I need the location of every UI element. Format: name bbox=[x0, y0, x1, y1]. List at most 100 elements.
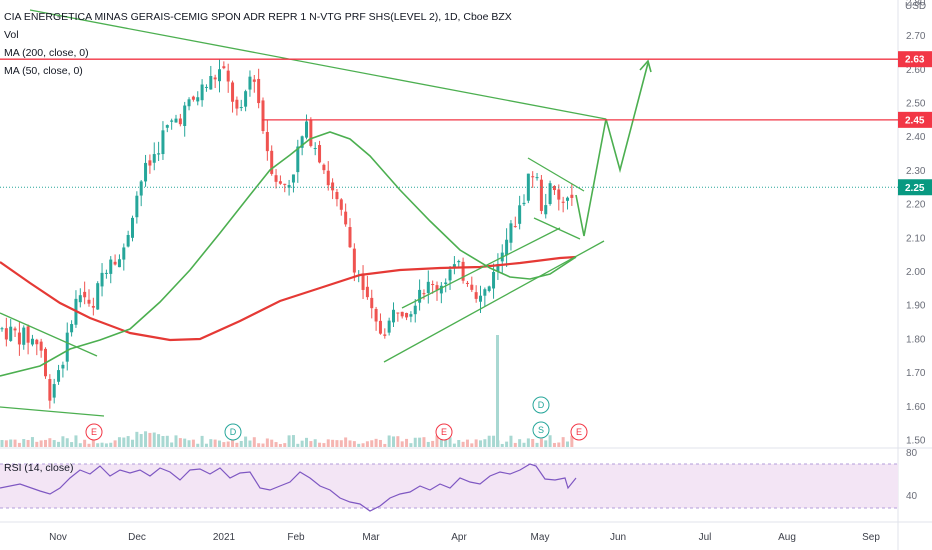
volume-bar bbox=[44, 439, 47, 447]
candle-body bbox=[235, 99, 239, 109]
volume-bar bbox=[70, 442, 74, 447]
candle-body bbox=[170, 120, 174, 122]
volume-bar bbox=[426, 441, 430, 447]
candle-body bbox=[231, 82, 235, 102]
volume-bar bbox=[218, 440, 221, 447]
volume-bar bbox=[244, 436, 248, 447]
volume-bar bbox=[452, 443, 456, 447]
candle-body bbox=[457, 261, 461, 263]
event-label: E bbox=[576, 427, 582, 437]
legend-ma200[interactable]: MA (200, close, 0) bbox=[4, 47, 89, 59]
price-tick-label: 1.50 bbox=[906, 436, 926, 447]
legend-vol[interactable]: Vol bbox=[4, 29, 19, 41]
volume-bar bbox=[17, 442, 21, 447]
volume-bar bbox=[170, 442, 174, 447]
volume-bar bbox=[109, 442, 113, 447]
volume-bar bbox=[226, 441, 230, 447]
price-axis: 2.80 2.70 2.60 2.50 2.40 2.30 2.20 2.10 2.00 1.90… bbox=[898, 0, 932, 447]
volume-bar bbox=[326, 439, 330, 447]
volume-bar bbox=[131, 439, 134, 447]
candle-body bbox=[122, 247, 126, 260]
time-tick-label: Jun bbox=[610, 532, 626, 543]
candle-body bbox=[135, 195, 139, 218]
volume-bar bbox=[204, 443, 208, 447]
volume-bar bbox=[483, 439, 487, 447]
price-tag-label: 2.25 bbox=[905, 183, 925, 194]
candle-body bbox=[0, 328, 4, 330]
price-tick-label: 1.80 bbox=[906, 334, 926, 345]
ma50-line bbox=[0, 131, 577, 377]
legend-ma50[interactable]: MA (50, close, 0) bbox=[4, 65, 83, 77]
candle-body bbox=[383, 334, 387, 336]
event-label: D bbox=[230, 427, 237, 437]
ma200-line bbox=[0, 255, 577, 342]
volume-bar bbox=[526, 438, 530, 447]
candle-body bbox=[561, 201, 565, 203]
candle-body bbox=[87, 299, 91, 304]
volume-bar bbox=[161, 436, 165, 447]
candle-body bbox=[548, 183, 552, 205]
candle-body bbox=[378, 320, 382, 334]
volume-bar bbox=[300, 440, 304, 447]
candle-body bbox=[513, 226, 517, 228]
candle-body bbox=[283, 183, 287, 185]
volume-bar bbox=[339, 440, 343, 447]
candle-body bbox=[183, 105, 187, 126]
event-marker bbox=[570, 423, 588, 441]
volume-bar bbox=[400, 441, 404, 447]
volume-bar bbox=[222, 442, 226, 447]
volume-bar bbox=[522, 442, 526, 447]
volume-bar bbox=[52, 440, 56, 447]
volume-bar bbox=[35, 441, 39, 447]
volume-bar bbox=[566, 441, 569, 447]
volume-bar bbox=[257, 443, 261, 447]
candle-body bbox=[418, 289, 422, 303]
price-tick-label: 2.30 bbox=[906, 166, 926, 177]
volume-bar bbox=[318, 442, 322, 447]
candle-body bbox=[392, 309, 395, 323]
candle-body bbox=[100, 272, 104, 287]
projection-path bbox=[575, 62, 649, 237]
volume-bar bbox=[418, 437, 422, 447]
candle-body bbox=[117, 259, 121, 268]
volume-bar bbox=[144, 431, 148, 447]
candle-body bbox=[257, 78, 261, 104]
candle-body bbox=[274, 175, 278, 182]
volume-bar bbox=[270, 439, 274, 447]
legend-rsi[interactable]: RSI (14, close) bbox=[4, 462, 74, 474]
volume-bar bbox=[0, 440, 4, 447]
candle-body bbox=[474, 292, 478, 299]
volume-bar bbox=[117, 437, 121, 447]
candle-body bbox=[309, 120, 313, 146]
trendline-early bbox=[0, 312, 98, 357]
event-label: D bbox=[538, 400, 545, 410]
volume-bar bbox=[518, 439, 522, 447]
candle-body bbox=[509, 223, 513, 243]
volume-bar bbox=[122, 437, 126, 447]
candle-body bbox=[422, 293, 426, 295]
rsi-panel: 80 40 bbox=[0, 448, 918, 512]
candle-body bbox=[200, 84, 204, 101]
currency-label: USD bbox=[905, 1, 927, 12]
candle-body bbox=[318, 145, 322, 163]
candle-body bbox=[448, 269, 452, 281]
volume-bar bbox=[248, 440, 252, 447]
time-tick-label: Jul bbox=[699, 532, 712, 543]
event-label: E bbox=[441, 427, 447, 437]
volume-bar bbox=[548, 435, 552, 447]
candle-body bbox=[322, 164, 326, 171]
volume-bar bbox=[187, 440, 191, 447]
volume-bar bbox=[104, 443, 108, 447]
candle-body bbox=[191, 96, 195, 100]
time-tick-label: 2021 bbox=[213, 532, 236, 543]
candle-body bbox=[78, 295, 82, 303]
volume-bar bbox=[492, 435, 496, 447]
volume-bar bbox=[448, 437, 452, 447]
rsi-tick-label: 40 bbox=[906, 491, 918, 502]
volume-bar bbox=[439, 435, 443, 447]
volume-bar bbox=[157, 434, 161, 447]
volume-bar bbox=[48, 438, 52, 447]
volume-bar bbox=[396, 436, 400, 447]
